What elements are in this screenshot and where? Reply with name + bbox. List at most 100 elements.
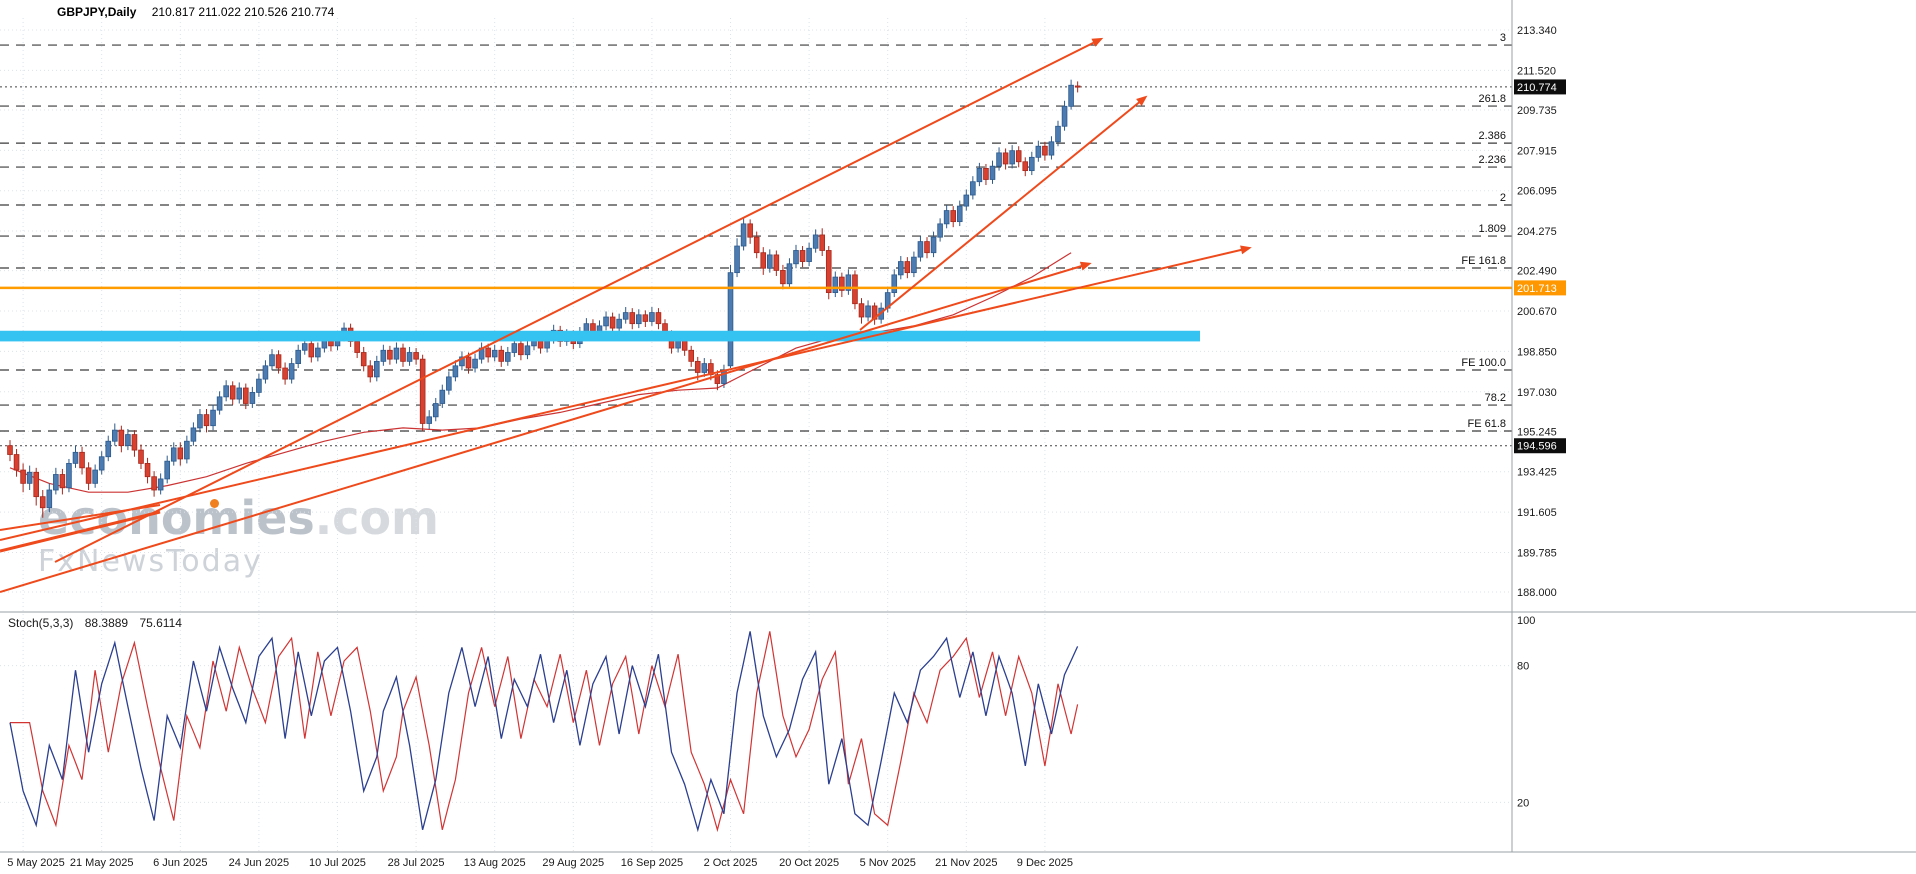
- watermark-accent-dot: [210, 499, 219, 508]
- price-badge-label: 194.596: [1517, 441, 1557, 453]
- candle-body: [694, 360, 701, 373]
- candle-body: [242, 387, 249, 404]
- stoch-main-value: 88.3889: [84, 616, 129, 630]
- candle-body: [839, 276, 845, 291]
- stoch-panel-area[interactable]: [0, 612, 1512, 852]
- candle-body: [256, 378, 262, 393]
- candle-body: [996, 152, 1002, 167]
- fib-level-label: FE 61.8: [1467, 418, 1506, 430]
- candle-body: [125, 434, 131, 447]
- time-axis-label: 6 Jun 2025: [153, 857, 207, 869]
- price-axis-label: 189.785: [1517, 547, 1557, 559]
- candle-body: [275, 354, 282, 369]
- candle-body: [917, 241, 924, 258]
- candle-body: [112, 429, 118, 442]
- candle-body: [1042, 145, 1048, 156]
- candle-body: [747, 223, 753, 238]
- trendline-arrowhead: [1079, 261, 1092, 271]
- candle-body: [269, 354, 275, 367]
- time-axis-label: 5 Nov 2025: [860, 857, 916, 869]
- candle-body: [236, 387, 243, 400]
- candle-body: [452, 365, 459, 378]
- candle-body: [924, 241, 930, 254]
- candle-body: [950, 210, 956, 223]
- candle-body: [105, 440, 112, 458]
- candle-body: [760, 252, 767, 269]
- candle-body: [66, 462, 72, 489]
- candle-body: [603, 316, 609, 327]
- candle-body: [904, 261, 911, 274]
- candle-body: [858, 303, 865, 318]
- candle-body: [1061, 105, 1068, 127]
- price-badge-label: 201.713: [1517, 283, 1557, 295]
- candle-body: [852, 274, 858, 305]
- candle-body: [865, 305, 871, 318]
- candle-body: [79, 451, 85, 469]
- candle-body: [491, 349, 498, 358]
- candle-body: [780, 270, 786, 285]
- price-axis-label: 191.605: [1517, 507, 1557, 519]
- trendline: [0, 510, 161, 553]
- candle-body: [485, 347, 491, 358]
- price-axis-label: 198.850: [1517, 346, 1557, 358]
- candle-body: [1074, 85, 1081, 88]
- price-axis[interactable]: [1512, 0, 1632, 852]
- price-axis-label: 193.425: [1517, 467, 1557, 479]
- candle-body: [773, 254, 780, 271]
- support-band: [0, 330, 1200, 342]
- candle-body: [46, 489, 53, 509]
- candle-body: [819, 234, 825, 251]
- candle-body: [33, 471, 39, 498]
- candle-body: [432, 403, 439, 418]
- stoch-axis-label: 20: [1517, 797, 1529, 809]
- candle-body: [518, 343, 524, 356]
- candle-body: [1002, 152, 1009, 165]
- candle-body: [498, 349, 505, 362]
- candle-body: [380, 349, 387, 362]
- price-axis-label: 195.245: [1517, 426, 1557, 438]
- trendline: [0, 504, 161, 531]
- candle-body: [459, 356, 465, 367]
- candle-body: [1055, 125, 1061, 143]
- candle-body: [937, 223, 943, 238]
- price-axis-label: 202.490: [1517, 266, 1557, 278]
- stoch-indicator-label: Stoch(5,3,3) 88.3889 75.6114: [8, 616, 190, 630]
- fib-level-label: FE 100.0: [1461, 357, 1506, 369]
- fib-level-label: 1.809: [1478, 223, 1506, 235]
- candle-body: [282, 367, 288, 380]
- candle-body: [413, 352, 419, 360]
- candle-body: [891, 274, 898, 294]
- candle-body: [793, 250, 799, 265]
- candle-body: [511, 343, 518, 353]
- main-chart-area[interactable]: [0, 0, 1512, 612]
- time-axis-label: 16 Sep 2025: [621, 857, 683, 869]
- candle-body: [767, 254, 773, 269]
- candle-body: [976, 168, 983, 183]
- candle-body: [636, 314, 642, 325]
- price-axis-label: 213.340: [1517, 25, 1557, 37]
- candle-body: [59, 474, 66, 489]
- candle-body: [138, 449, 144, 464]
- candle-body: [177, 447, 184, 460]
- candle-body: [367, 365, 374, 378]
- trendline-arrowhead: [1240, 245, 1252, 255]
- candle-body: [740, 223, 747, 247]
- candle-body: [825, 250, 832, 294]
- candle-body: [970, 181, 976, 196]
- time-axis[interactable]: [0, 852, 1512, 874]
- watermark-tagline: FxNewsToday: [38, 544, 439, 579]
- candle-body: [360, 352, 367, 367]
- candle-body: [504, 352, 511, 362]
- candle-body: [1048, 141, 1055, 156]
- fib-level-label: FE 161.8: [1461, 255, 1506, 267]
- candle-body: [616, 318, 622, 329]
- fib-level-label: 78.2: [1485, 392, 1506, 404]
- price-axis-label: 197.030: [1517, 387, 1557, 399]
- candle-body: [983, 168, 989, 180]
- candle-body: [1068, 84, 1074, 107]
- candle-body: [118, 429, 125, 447]
- candle-body: [812, 234, 819, 249]
- candle-body: [184, 440, 190, 460]
- time-axis-label: 21 May 2025: [70, 857, 134, 869]
